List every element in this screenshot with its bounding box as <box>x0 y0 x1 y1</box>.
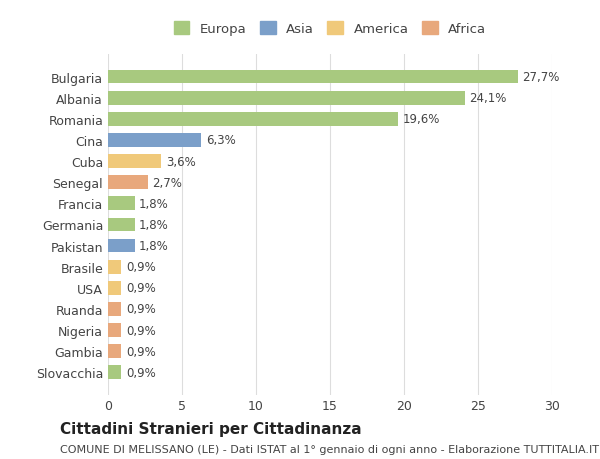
Text: 2,7%: 2,7% <box>152 176 182 189</box>
Bar <box>108 218 134 232</box>
Text: 0,9%: 0,9% <box>126 345 155 358</box>
Text: 0,9%: 0,9% <box>126 261 155 274</box>
Bar <box>108 345 121 358</box>
Text: 3,6%: 3,6% <box>166 155 196 168</box>
Bar <box>108 176 148 190</box>
Text: 0,9%: 0,9% <box>126 303 155 316</box>
Text: 6,3%: 6,3% <box>206 134 235 147</box>
Legend: Europa, Asia, America, Africa: Europa, Asia, America, Africa <box>170 17 490 39</box>
Bar <box>108 260 121 274</box>
Bar <box>108 92 464 105</box>
Text: 24,1%: 24,1% <box>469 92 506 105</box>
Bar <box>108 197 134 211</box>
Bar <box>108 302 121 316</box>
Text: Cittadini Stranieri per Cittadinanza: Cittadini Stranieri per Cittadinanza <box>60 421 362 436</box>
Text: 1,8%: 1,8% <box>139 197 169 210</box>
Bar <box>108 366 121 379</box>
Bar <box>108 239 134 253</box>
Text: 0,9%: 0,9% <box>126 366 155 379</box>
Text: 1,8%: 1,8% <box>139 240 169 252</box>
Bar <box>108 134 201 147</box>
Bar <box>108 112 398 126</box>
Text: 0,9%: 0,9% <box>126 282 155 295</box>
Text: 1,8%: 1,8% <box>139 218 169 231</box>
Bar <box>108 155 161 168</box>
Bar <box>108 281 121 295</box>
Text: 0,9%: 0,9% <box>126 324 155 337</box>
Text: COMUNE DI MELISSANO (LE) - Dati ISTAT al 1° gennaio di ogni anno - Elaborazione : COMUNE DI MELISSANO (LE) - Dati ISTAT al… <box>60 444 599 454</box>
Bar <box>108 324 121 337</box>
Text: 27,7%: 27,7% <box>523 71 560 84</box>
Text: 19,6%: 19,6% <box>403 113 440 126</box>
Bar <box>108 71 518 84</box>
